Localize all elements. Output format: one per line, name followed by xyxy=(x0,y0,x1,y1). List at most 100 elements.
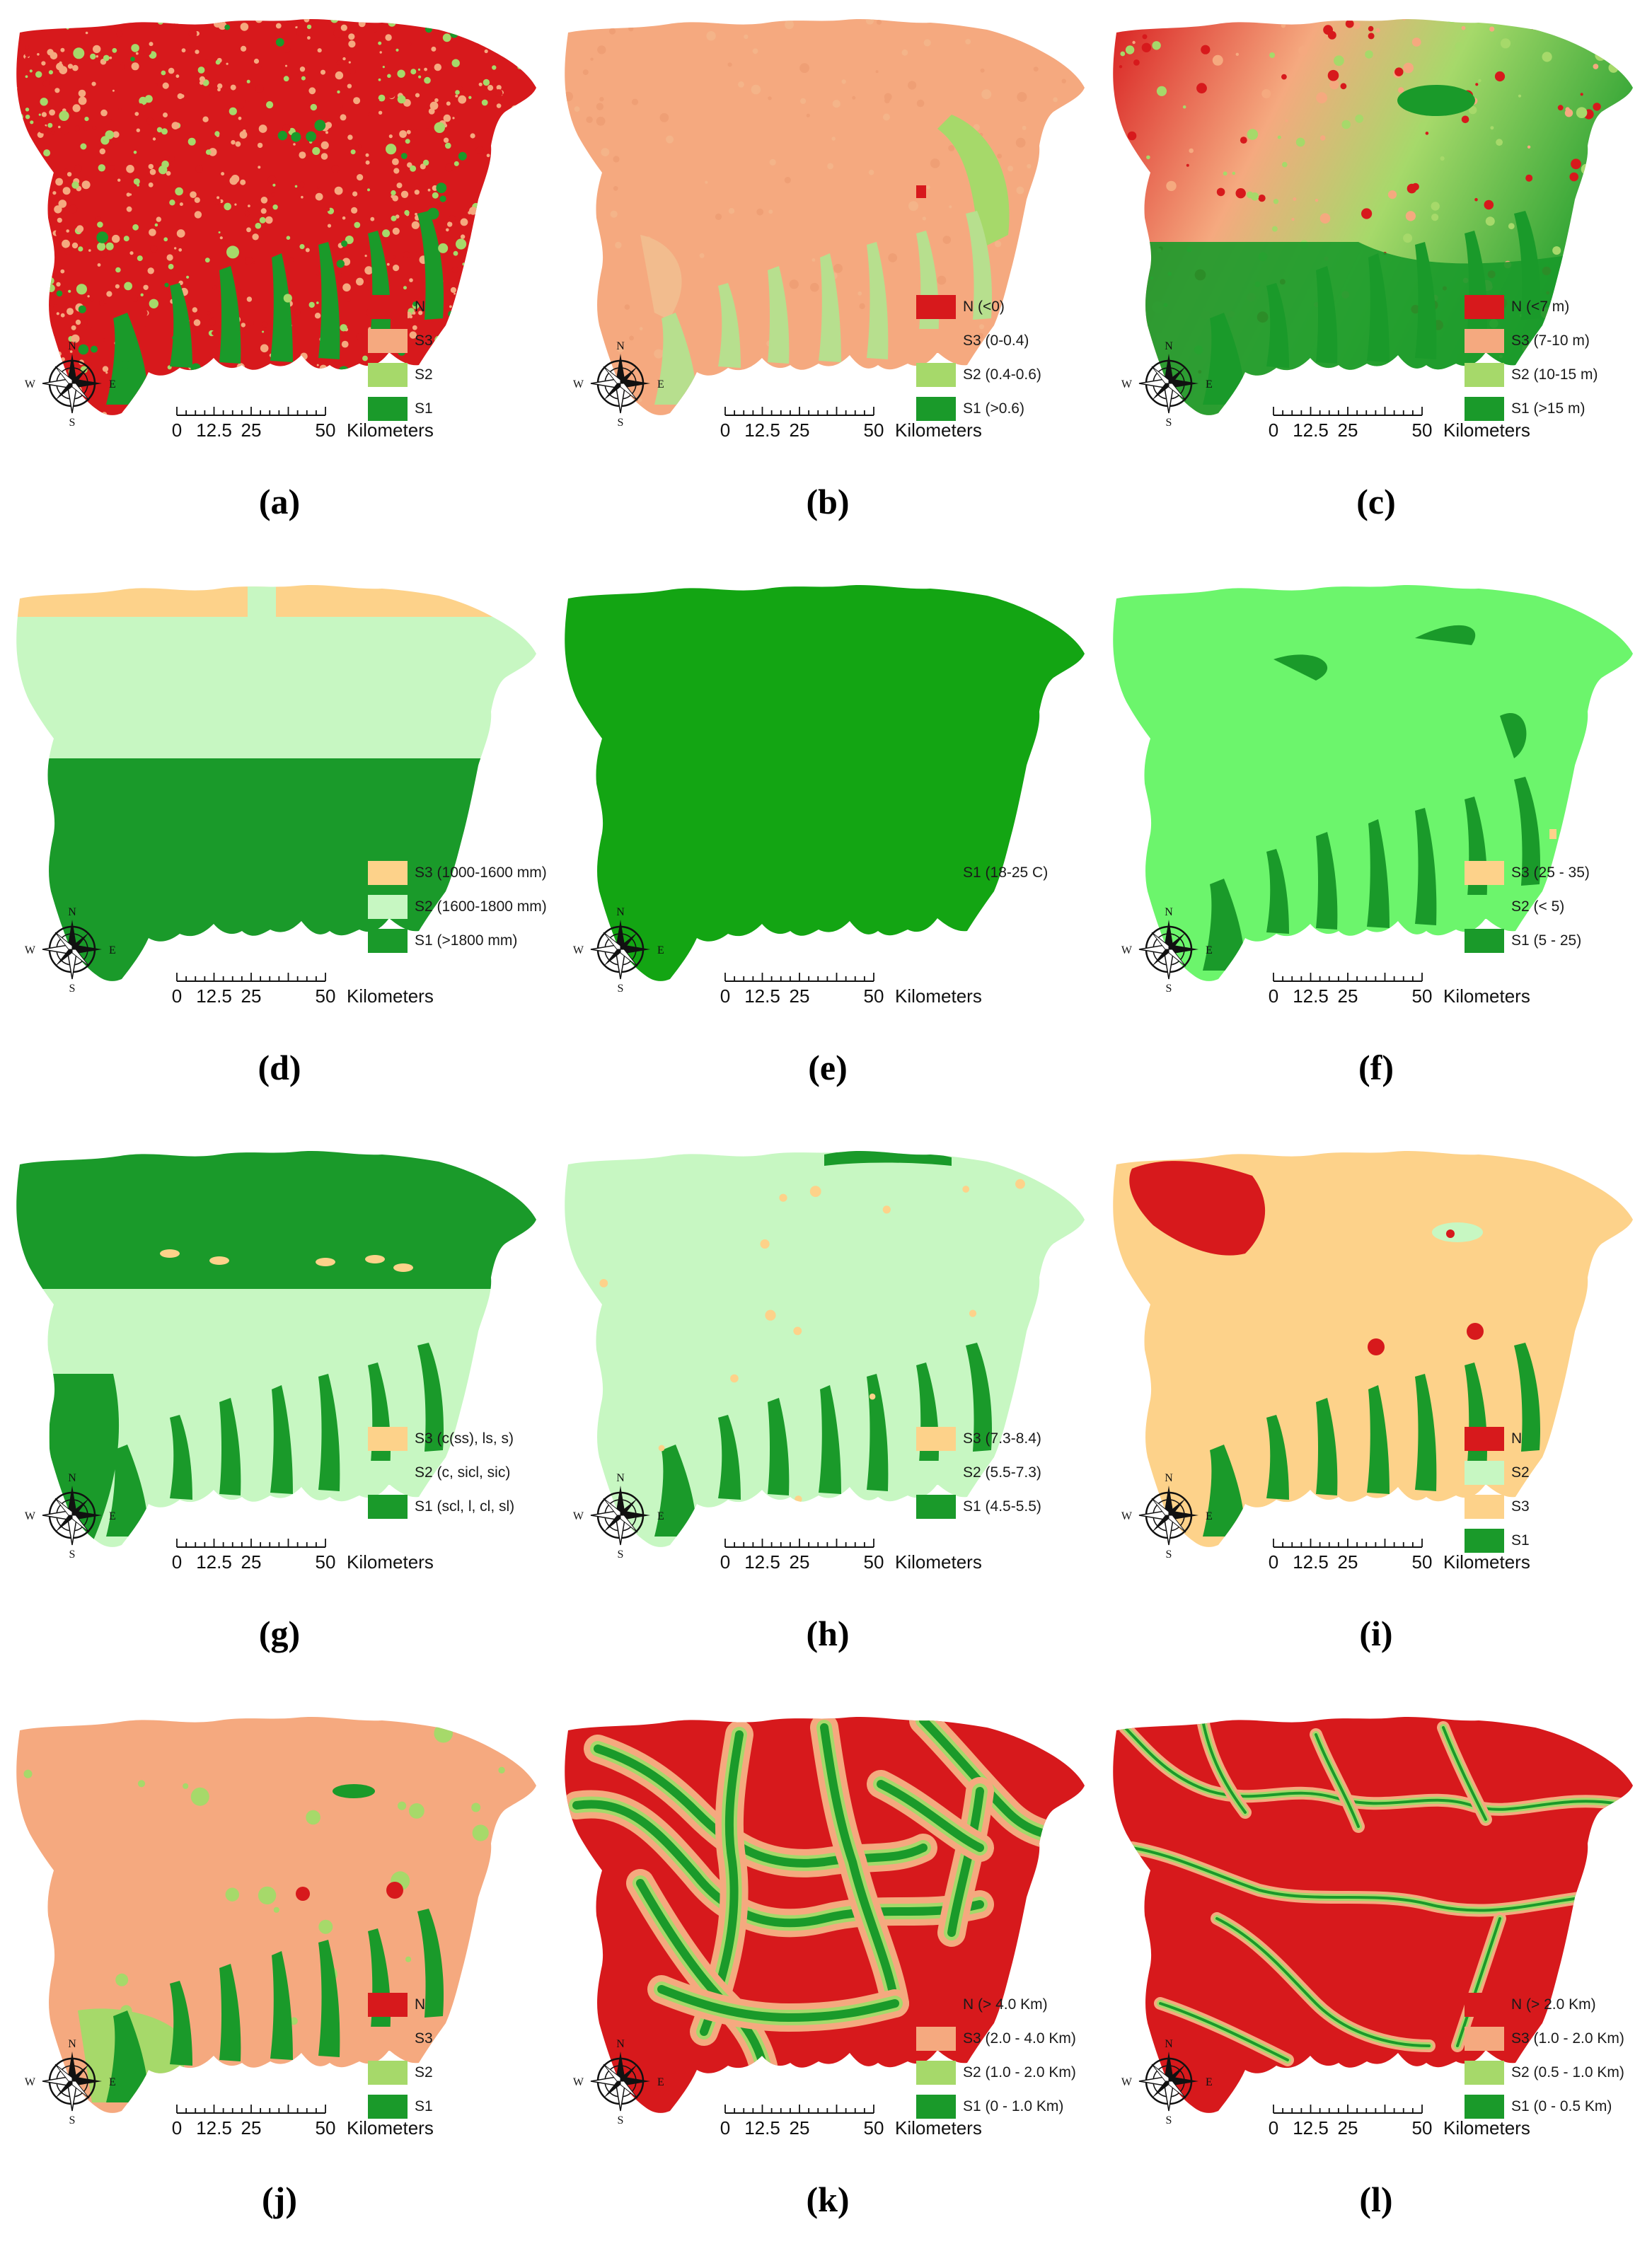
scale-unit-label: Kilometers xyxy=(895,419,982,441)
panel-label: (a) xyxy=(258,482,301,521)
legend-item: S1 xyxy=(368,392,433,426)
compass-letter-s: S xyxy=(1166,983,1172,995)
map-panel-g: N S E W 0 12.5 25 50 Kilometers S3 (c(ss), ls, s)… xyxy=(7,1140,552,1685)
map-legend: S3 (1000-1600 mm) S2 (1600-1800 mm) S1 (>1… xyxy=(368,856,547,958)
scale-unit-label: Kilometers xyxy=(347,1551,434,1573)
forest-strip xyxy=(170,1981,192,2066)
legend-swatch xyxy=(1465,397,1504,421)
legend-label: S2 (5.5-7.3) xyxy=(963,1464,1041,1481)
scale-tick-label: 50 xyxy=(1412,985,1433,1007)
scale-tick-label: 12.5 xyxy=(1293,2117,1329,2139)
forest-strip xyxy=(1367,253,1390,362)
scale-bar: 0 12.5 25 50 Kilometers xyxy=(720,2105,982,2139)
legend-item: S3 xyxy=(368,324,433,358)
legend-swatch xyxy=(916,2095,956,2119)
legend-label: S1 (>15 m) xyxy=(1511,400,1585,417)
compass-letter-w: W xyxy=(573,944,584,956)
legend-label: S3 (1000-1600 mm) xyxy=(415,864,547,881)
forest-strip xyxy=(417,211,444,320)
scale-tick-label: 12.5 xyxy=(1293,985,1329,1007)
legend-swatch xyxy=(1465,2027,1504,2051)
forest-strip xyxy=(318,242,340,359)
compass-letter-s: S xyxy=(1166,2114,1172,2126)
scale-tick-label: 0 xyxy=(172,985,182,1007)
map-legend: N S3 S2 S1 xyxy=(368,1988,433,2124)
legend-item: S1 (0 - 1.0 Km) xyxy=(916,2090,1076,2124)
compass-letter-n: N xyxy=(616,906,625,918)
map-graphic: N S E W 0 12.5 25 50 Kilometers xyxy=(1113,19,1633,441)
legend-label: S2 (< 5) xyxy=(1511,898,1565,915)
legend-label: S2 (0.4-0.6) xyxy=(963,366,1041,383)
scale-tick-label: 12.5 xyxy=(196,419,232,441)
scale-bar: 0 12.5 25 50 Kilometers xyxy=(172,973,434,1007)
legend-swatch xyxy=(368,329,408,353)
legend-swatch xyxy=(368,2027,408,2051)
compass-letter-w: W xyxy=(1121,944,1133,956)
compass-letter-w: W xyxy=(1121,1510,1133,1522)
map-panel-c: N S E W 0 12.5 25 50 Kilometers N (<7 m) S3 (7-10 … xyxy=(1104,8,1648,553)
legend-label: S3 xyxy=(415,332,433,349)
legend-swatch xyxy=(368,1495,408,1519)
legend-swatch xyxy=(1465,2061,1504,2085)
legend-swatch xyxy=(1465,363,1504,387)
legend-swatch xyxy=(368,929,408,953)
map-graphic: N S E W 0 12.5 25 50 Kilometers xyxy=(1113,1151,1633,1573)
compass-letter-w: W xyxy=(1121,2076,1133,2088)
compass-letter-s: S xyxy=(69,417,76,429)
legend-item: S2 (1600-1800 mm) xyxy=(368,890,547,924)
forest-strip xyxy=(1367,1385,1390,1494)
legend-swatch xyxy=(916,1461,956,1485)
legend-swatch xyxy=(916,1495,956,1519)
forest-strip xyxy=(318,1374,340,1491)
scale-tick-label: 25 xyxy=(1338,1551,1358,1573)
legend-swatch xyxy=(1465,329,1504,353)
legend-item: S3 (25 - 35) xyxy=(1465,856,1590,890)
scale-tick-label: 12.5 xyxy=(744,419,780,441)
panel-label: (e) xyxy=(808,1048,848,1087)
legend-label: S3 xyxy=(1511,1498,1530,1515)
forest-strip xyxy=(1514,1343,1541,1452)
scale-tick-label: 25 xyxy=(790,1551,810,1573)
legend-item: S3 xyxy=(1465,1490,1530,1524)
compass-letter-n: N xyxy=(68,2038,76,2050)
compass-letter-e: E xyxy=(657,378,664,390)
scale-unit-label: Kilometers xyxy=(895,985,982,1007)
compass-letter-w: W xyxy=(573,1510,584,1522)
map-panel-e: N S E W 0 12.5 25 50 Kilometers S1 (18-25 C) (e) xyxy=(555,574,1100,1119)
panel-label: (i) xyxy=(1359,1614,1393,1653)
legend-swatch xyxy=(1465,1461,1504,1485)
panel-label: (c) xyxy=(1356,482,1396,521)
legend-item: S1 (>1800 mm) xyxy=(368,924,547,958)
legend-label: S3 (2.0 - 4.0 Km) xyxy=(963,2030,1076,2047)
map-legend: N (<7 m) S3 (7-10 m) S2 (10-15 m) S1 (>15 m… xyxy=(1465,290,1598,426)
scale-unit-label: Kilometers xyxy=(1443,2117,1530,2139)
map-graphic: N S E W 0 12.5 25 50 Kilometers xyxy=(16,1151,536,1573)
scale-tick-label: 50 xyxy=(864,419,884,441)
legend-label: N xyxy=(415,1996,426,2013)
compass-letter-n: N xyxy=(616,2038,625,2050)
scale-bar: 0 12.5 25 50 Kilometers xyxy=(1269,1539,1530,1573)
legend-swatch xyxy=(368,397,408,421)
scale-tick-label: 12.5 xyxy=(196,1551,232,1573)
compass-letter-w: W xyxy=(25,378,36,390)
legend-label: S1 (0 - 1.0 Km) xyxy=(963,2098,1064,2114)
legend-swatch xyxy=(1465,1495,1504,1519)
panel-label: (g) xyxy=(258,1614,301,1653)
legend-label: S2 xyxy=(1511,1464,1530,1481)
compass-letter-s: S xyxy=(618,2114,624,2126)
map-legend: N S3 S2 S1 xyxy=(368,290,433,426)
compass-letter-e: E xyxy=(109,944,116,956)
scale-tick-label: 0 xyxy=(172,1551,182,1573)
legend-item: N xyxy=(1465,1422,1530,1456)
north-arrow-compass-icon: N S E W xyxy=(25,2038,116,2126)
forest-strip xyxy=(1316,1398,1338,1495)
legend-swatch xyxy=(916,363,956,387)
scale-bar: 0 12.5 25 50 Kilometers xyxy=(1269,2105,1530,2139)
legend-item: S3 (1000-1600 mm) xyxy=(368,856,547,890)
legend-swatch xyxy=(916,1427,956,1451)
north-arrow-compass-icon: N S E W xyxy=(1121,2038,1213,2126)
forest-strip xyxy=(1203,1445,1245,1537)
scale-tick-label: 50 xyxy=(864,2117,884,2139)
legend-item: S1 (scl, l, cl, sl) xyxy=(368,1490,514,1524)
scale-bar: 0 12.5 25 50 Kilometers xyxy=(172,1539,434,1573)
